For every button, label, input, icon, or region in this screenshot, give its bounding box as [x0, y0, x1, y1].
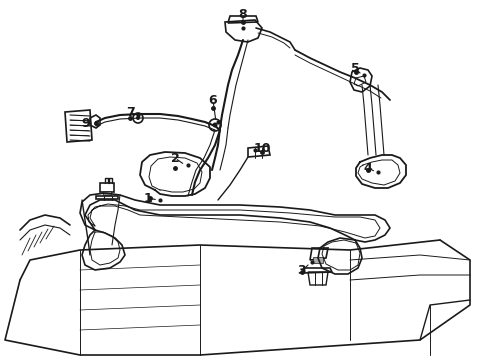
- Circle shape: [136, 116, 140, 120]
- Polygon shape: [103, 191, 111, 195]
- Polygon shape: [313, 257, 323, 263]
- Text: 5: 5: [351, 62, 359, 75]
- Text: 7: 7: [125, 105, 134, 118]
- Text: 10: 10: [253, 141, 271, 154]
- Text: 8: 8: [239, 8, 247, 21]
- Text: 6: 6: [209, 94, 217, 107]
- Text: 4: 4: [364, 162, 372, 175]
- Text: 1: 1: [144, 192, 152, 204]
- Text: 3: 3: [298, 265, 306, 278]
- Text: 2: 2: [171, 152, 179, 165]
- Text: 9: 9: [82, 117, 90, 130]
- Circle shape: [213, 122, 218, 127]
